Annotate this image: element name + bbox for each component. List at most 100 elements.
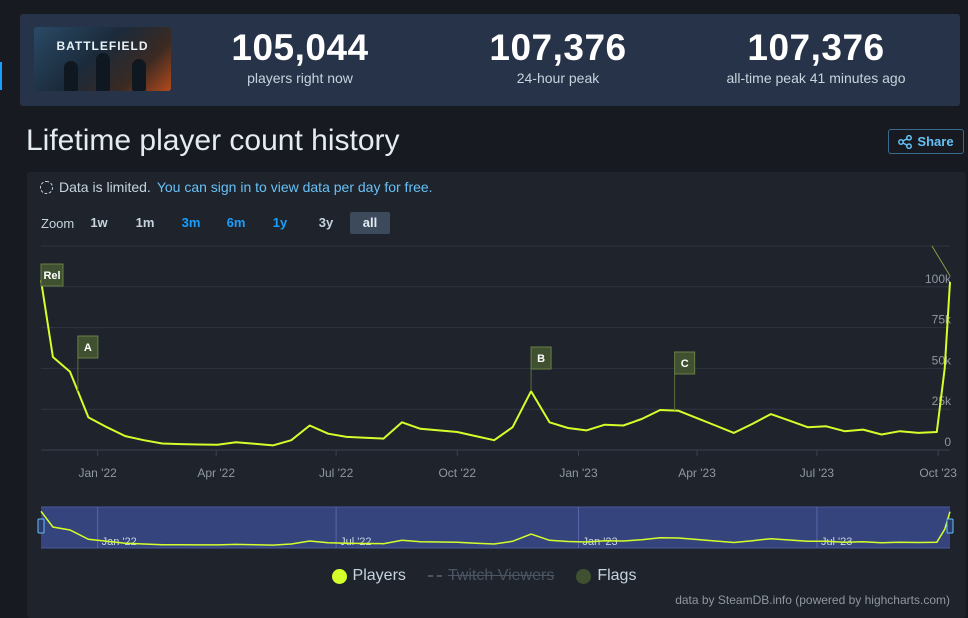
sign-in-link[interactable]: You can sign in to view data per day for… xyxy=(156,179,433,195)
zoom-1w-button[interactable]: 1w xyxy=(90,215,108,230)
stat-players-now: 105,044 players right now xyxy=(190,27,410,87)
y-tick-label: 50k xyxy=(932,353,952,367)
zoom-1y-button[interactable]: 1y xyxy=(272,215,288,230)
players-data-point xyxy=(566,426,570,430)
soldier-figure-icon xyxy=(64,61,78,91)
flag-marker-c xyxy=(674,351,696,375)
players-data-point xyxy=(898,429,902,433)
players-data-point xyxy=(548,420,552,424)
legend-item-flags[interactable]: Flags xyxy=(576,567,636,585)
share-icon xyxy=(898,134,913,149)
x-tick-label: Apr '23 xyxy=(678,466,716,480)
stat-all-time-peak: 107,376 all-time peak 41 minutes ago xyxy=(706,27,926,87)
flag-label: A xyxy=(84,342,92,354)
notice-text: Data is limited. xyxy=(59,179,151,195)
players-data-point xyxy=(806,425,810,429)
players-data-point xyxy=(68,370,72,374)
flag-marker-b xyxy=(530,346,552,370)
players-data-point xyxy=(308,424,312,428)
navigator-tick-label: Jul '22 xyxy=(340,536,371,548)
players-data-point xyxy=(234,440,238,444)
players-data-point xyxy=(179,442,183,446)
flag-label: Rel xyxy=(43,270,60,282)
players-data-point xyxy=(418,427,422,431)
legend-players-label: Players xyxy=(352,567,406,584)
players-data-point xyxy=(142,438,146,442)
players-data-point xyxy=(105,425,109,429)
latest-value-leader xyxy=(931,245,951,277)
limited-data-icon xyxy=(40,180,53,194)
players-data-point xyxy=(861,428,865,432)
twitch-legend-marker xyxy=(427,575,442,577)
players-now-value: 105,044 xyxy=(231,27,369,68)
players-data-point xyxy=(695,416,699,420)
players-legend-marker xyxy=(331,568,347,584)
legend-item-twitch[interactable]: Twitch Viewers xyxy=(427,567,554,585)
player-stats-card: BATTLEFIELD 105,044 players right now 10… xyxy=(20,14,960,106)
zoom-3m-button[interactable]: 3m xyxy=(181,215,201,230)
players-data-point xyxy=(750,422,754,426)
chart-legend: Players Twitch Viewers Flags xyxy=(0,567,968,585)
flag-marker-rel xyxy=(40,263,64,287)
players-data-point xyxy=(584,428,588,432)
players-data-point xyxy=(326,432,330,436)
flag-label: B xyxy=(537,353,545,365)
players-data-point xyxy=(271,443,275,447)
navigator-series-line xyxy=(40,510,951,546)
players-data-point xyxy=(474,434,478,438)
flags-legend-marker xyxy=(576,568,592,584)
zoom-all-button[interactable]: all xyxy=(350,212,390,234)
players-data-point xyxy=(382,437,386,441)
page-title: Lifetime player count history xyxy=(26,124,400,157)
share-label: Share xyxy=(917,134,954,149)
players-data-point xyxy=(252,442,256,446)
players-data-point xyxy=(843,429,847,433)
y-tick-label: 0 xyxy=(944,435,951,449)
flag-marker-a xyxy=(77,335,99,359)
players-series-line xyxy=(40,280,951,447)
game-logo-text: BATTLEFIELD xyxy=(56,39,149,53)
stat-24h-peak: 107,376 24-hour peak xyxy=(448,27,668,87)
x-tick-label: Oct '23 xyxy=(919,466,957,480)
players-data-point xyxy=(621,424,625,428)
players-data-point xyxy=(603,423,607,427)
legend-flags-label: Flags xyxy=(597,567,637,584)
all-time-peak-label: all-time peak 41 minutes ago xyxy=(726,70,906,86)
players-data-point xyxy=(455,430,459,434)
zoom-6m-button[interactable]: 6m xyxy=(226,215,246,230)
all-time-peak-value: 107,376 xyxy=(747,27,885,68)
players-data-point xyxy=(400,420,404,424)
zoom-label: Zoom xyxy=(41,216,75,231)
players-data-point xyxy=(787,419,791,423)
players-data-point xyxy=(916,431,920,435)
players-data-point xyxy=(345,435,349,439)
share-button[interactable]: Share xyxy=(888,129,964,154)
players-data-point xyxy=(86,415,90,419)
peak-24h-label: 24-hour peak xyxy=(516,70,600,86)
chart-credit[interactable]: data by SteamDB.info (powered by highcha… xyxy=(675,593,950,607)
players-data-point xyxy=(769,412,773,416)
players-data-point xyxy=(197,442,201,446)
players-data-point xyxy=(492,438,496,442)
players-data-point xyxy=(160,441,164,445)
soldier-figure-icon xyxy=(132,59,146,91)
players-data-point xyxy=(289,438,293,442)
zoom-1m-button[interactable]: 1m xyxy=(135,215,155,230)
game-thumbnail[interactable]: BATTLEFIELD xyxy=(34,27,171,91)
x-tick-label: Apr '22 xyxy=(197,466,235,480)
navigator-right-handle[interactable] xyxy=(946,518,954,534)
data-limited-notice: Data is limited. You can sign in to view… xyxy=(40,179,433,195)
soldier-figure-icon xyxy=(96,53,110,91)
players-data-point xyxy=(658,408,662,412)
players-data-point xyxy=(732,431,736,435)
zoom-3y-button[interactable]: 3y xyxy=(318,215,334,230)
players-data-point xyxy=(51,355,55,359)
flag-label: C xyxy=(681,358,689,370)
x-tick-label: Oct '22 xyxy=(438,466,476,480)
navigator-left-handle[interactable] xyxy=(37,518,45,534)
x-tick-label: Jan '22 xyxy=(78,466,117,480)
legend-item-players[interactable]: Players xyxy=(331,567,406,585)
x-tick-label: Jul '22 xyxy=(319,466,354,480)
peak-24h-value: 107,376 xyxy=(489,27,627,68)
